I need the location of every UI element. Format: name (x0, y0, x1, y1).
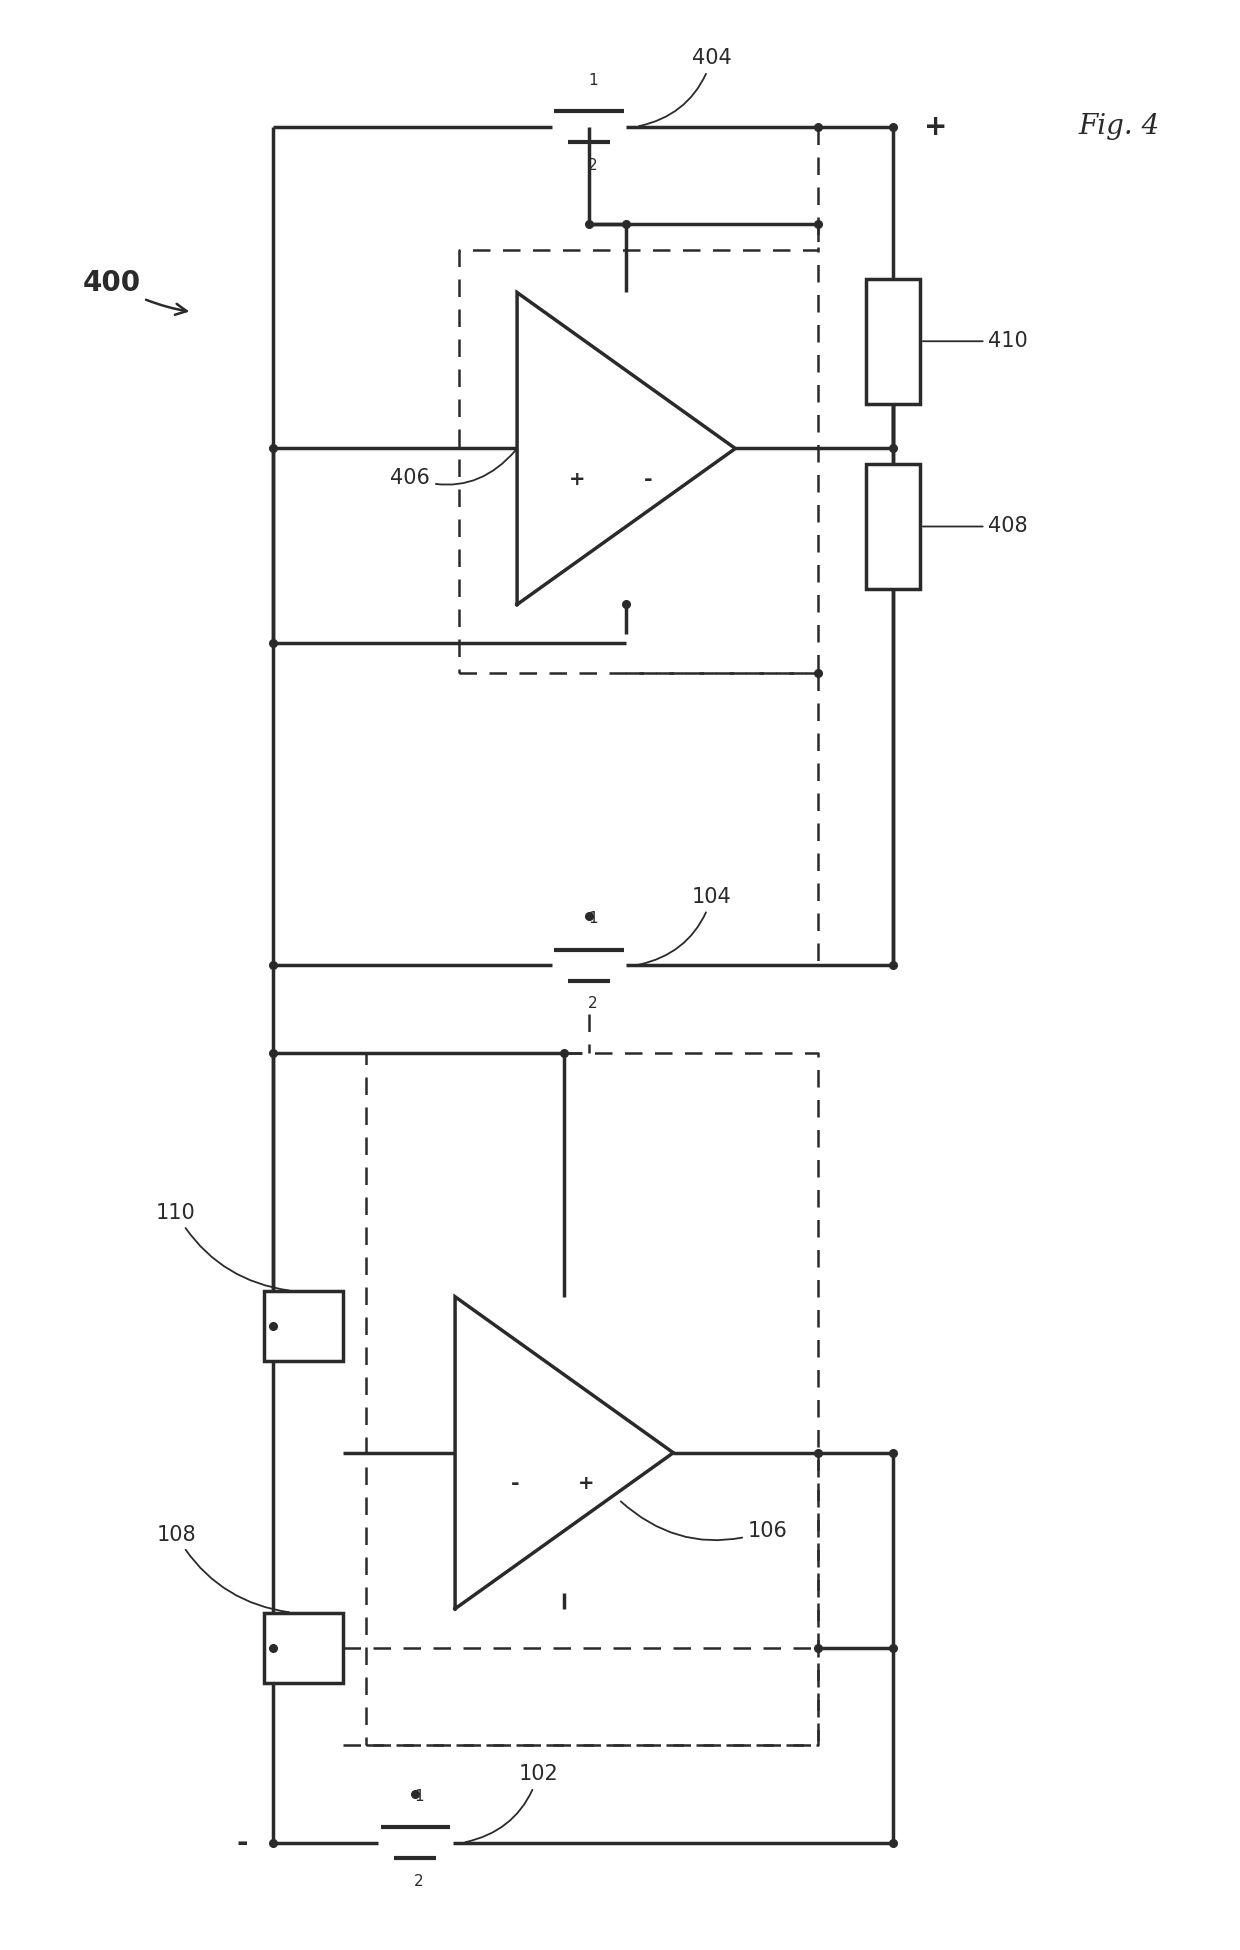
Text: 1: 1 (588, 911, 598, 926)
Text: -: - (237, 1829, 248, 1856)
FancyBboxPatch shape (264, 1291, 343, 1361)
Text: +: + (569, 470, 585, 489)
Text: 110: 110 (156, 1203, 289, 1291)
Text: -: - (511, 1474, 520, 1494)
Text: 106: 106 (621, 1502, 787, 1540)
Text: 104: 104 (639, 887, 732, 965)
Text: 400: 400 (83, 269, 187, 314)
Text: 108: 108 (156, 1525, 289, 1613)
Text: 406: 406 (391, 450, 516, 488)
Text: 404: 404 (639, 49, 732, 127)
Text: 410: 410 (923, 332, 1028, 351)
Text: 1: 1 (414, 1788, 424, 1804)
Text: 2: 2 (414, 1874, 424, 1890)
Text: -: - (644, 470, 652, 489)
FancyBboxPatch shape (866, 464, 920, 589)
Text: 408: 408 (923, 517, 1028, 536)
Text: +: + (924, 113, 947, 140)
FancyBboxPatch shape (264, 1613, 343, 1683)
Text: Fig. 4: Fig. 4 (1079, 113, 1161, 140)
Text: +: + (578, 1474, 594, 1494)
FancyBboxPatch shape (866, 279, 920, 404)
Text: 102: 102 (465, 1765, 558, 1843)
Text: 2: 2 (588, 158, 598, 174)
Text: 2: 2 (588, 996, 598, 1012)
Text: 1: 1 (588, 72, 598, 88)
